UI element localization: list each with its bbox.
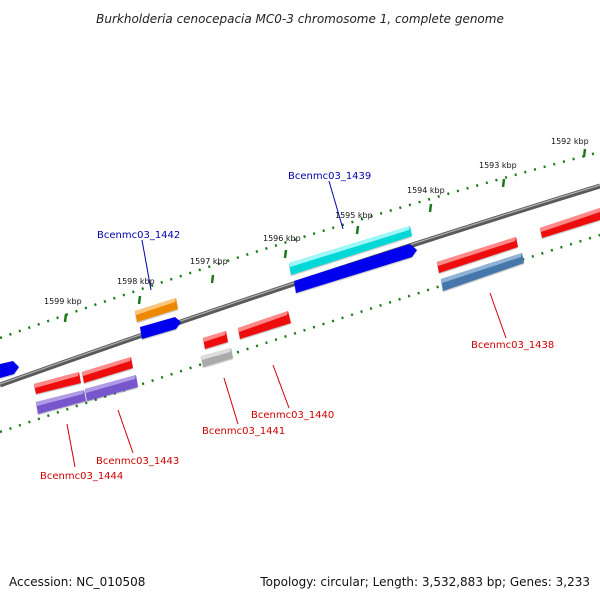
gene-label-1440[interactable]: Bcenmc03_1440: [251, 410, 334, 421]
genome-summary-text: Topology: circular; Length: 3,532,883 bp…: [259, 575, 590, 589]
cds-feature-1444-highlight: [36, 390, 84, 406]
scale-label: 1594 kbp: [407, 186, 445, 195]
scale-label: 1597 kbp: [190, 257, 228, 266]
accession-text: Accession: NC_010508: [9, 575, 145, 589]
gene-feature-1442-highlight: [135, 298, 176, 315]
upper-scale-track: [0, 150, 600, 340]
map-title: Burkholderia cenocepacia MC0-3 chromosom…: [96, 12, 504, 26]
cds-feature-1443-highlight: [85, 375, 136, 393]
gene-feature-1440-highlight: [238, 311, 288, 332]
gene-feature-1444-highlight: [34, 372, 79, 388]
gene-feature-1443-highlight: [82, 357, 131, 376]
scale-label: 1598 kbp: [117, 277, 155, 286]
cds-feature-1441-highlight: [201, 348, 231, 360]
forward-features: [0, 208, 600, 378]
scale-labels: 1592 kbp 1593 kbp 1594 kbp 1595 kbp 1596…: [44, 137, 589, 306]
gene-feature-right-highlight: [540, 208, 600, 232]
cds-feature-1439[interactable]: [294, 244, 417, 293]
label-leaders: [66, 180, 507, 468]
cds-feature-1442[interactable]: [140, 317, 181, 339]
gene-label-1442[interactable]: Bcenmc03_1442: [97, 230, 180, 241]
scale-label: 1596 kbp: [263, 234, 301, 243]
gene-label-1441[interactable]: Bcenmc03_1441: [202, 426, 285, 437]
gene-label-1439[interactable]: Bcenmc03_1439: [288, 171, 371, 182]
cds-feature-1438-highlight: [441, 253, 522, 283]
scale-label: 1599 kbp: [44, 297, 82, 306]
scale-label: 1593 kbp: [479, 161, 517, 170]
scale-label: 1595 kbp: [335, 211, 373, 220]
gene-labels: Bcenmc03_1439 Bcenmc03_1442 Bcenmc03_143…: [40, 171, 554, 482]
scale-label: 1592 kbp: [551, 137, 589, 146]
gene-label-1443[interactable]: Bcenmc03_1443: [96, 456, 179, 467]
reverse-features: [34, 311, 291, 414]
gene-feature-1438-highlight: [437, 237, 516, 266]
gene-label-1444[interactable]: Bcenmc03_1444: [40, 471, 123, 482]
cds-feature-left[interactable]: [0, 361, 19, 378]
gene-feature-1439-highlight: [289, 226, 410, 267]
gene-feature-1441-highlight: [203, 331, 226, 342]
scale-major-ticks: [63, 148, 587, 323]
gene-label-1438[interactable]: Bcenmc03_1438: [471, 340, 554, 351]
